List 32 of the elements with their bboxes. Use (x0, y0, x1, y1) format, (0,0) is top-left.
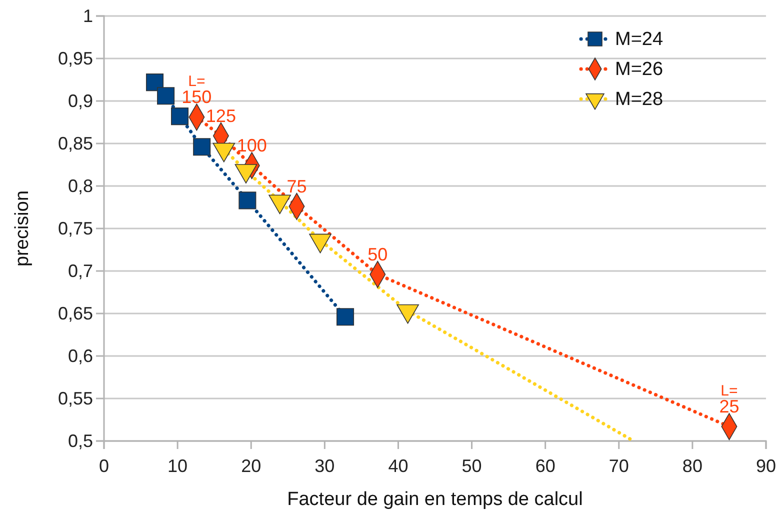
y-tick-label: 0,9 (68, 90, 93, 111)
x-tick-label: 90 (756, 456, 776, 476)
x-tick-label: 10 (168, 456, 188, 476)
annotation: 125 (206, 106, 236, 126)
y-tick-label: 0,7 (68, 260, 93, 281)
x-tick-label: 0 (98, 456, 110, 476)
annotation: 50 (368, 244, 388, 264)
legend-label: M=28 (615, 89, 664, 110)
x-tick-label: 20 (241, 456, 262, 476)
y-axis-title: precision (12, 190, 33, 267)
x-tick-label: 80 (682, 456, 702, 476)
annotation: 75 (286, 176, 307, 196)
y-tick-label: 0,95 (58, 48, 93, 68)
legend-label: M=26 (615, 59, 664, 80)
x-tick-label: 40 (388, 456, 408, 476)
x-tick-label: 60 (535, 456, 556, 476)
x-tick-label: 70 (608, 456, 629, 476)
y-tick-label: 0,85 (58, 133, 93, 154)
legend-label: M=24 (615, 29, 664, 50)
annotation: L= 150 (182, 73, 212, 108)
y-tick-label: 0,8 (68, 176, 93, 196)
y-tick-label: 0,75 (58, 218, 93, 238)
x-tick-label: 50 (462, 456, 482, 476)
y-tick-label: 0,5 (68, 430, 93, 451)
y-tick-label: 0,55 (58, 388, 93, 408)
annotation: 100 (236, 136, 267, 156)
annotation: L= 25 (719, 382, 740, 417)
x-axis-title: Facteur de gain en temps de calcul (287, 489, 583, 510)
x-tick-label: 30 (314, 456, 335, 476)
y-tick-label: 0,65 (58, 303, 93, 324)
y-tick-label: 1 (82, 6, 93, 26)
y-tick-label: 0,6 (68, 346, 93, 366)
